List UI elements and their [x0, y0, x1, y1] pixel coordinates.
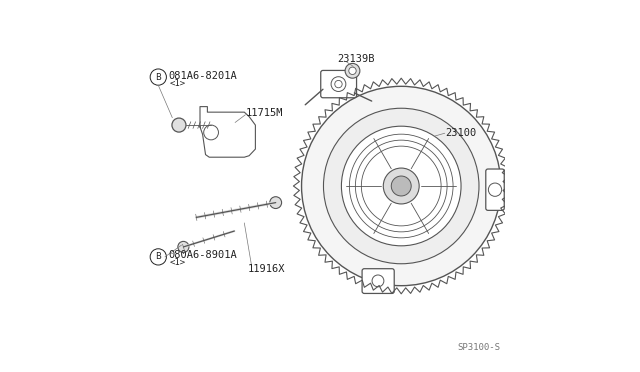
Text: 080A6-8901A: 080A6-8901A	[168, 250, 237, 260]
Circle shape	[335, 80, 342, 88]
Circle shape	[349, 67, 356, 74]
Text: <1>: <1>	[170, 79, 186, 88]
FancyBboxPatch shape	[486, 169, 504, 211]
Circle shape	[341, 126, 461, 246]
Circle shape	[270, 197, 282, 209]
Text: B: B	[156, 73, 161, 81]
Circle shape	[323, 108, 479, 264]
Text: 23139B: 23139B	[338, 54, 375, 64]
Circle shape	[204, 125, 218, 140]
Circle shape	[331, 77, 346, 92]
FancyBboxPatch shape	[362, 269, 394, 294]
FancyBboxPatch shape	[321, 70, 356, 98]
Circle shape	[372, 275, 384, 287]
Text: 11715M: 11715M	[245, 108, 283, 118]
Text: 23100: 23100	[445, 128, 477, 138]
Polygon shape	[200, 107, 255, 157]
Circle shape	[345, 63, 360, 78]
Circle shape	[172, 118, 186, 132]
Circle shape	[391, 176, 411, 196]
Circle shape	[301, 86, 501, 286]
Circle shape	[178, 241, 189, 253]
Circle shape	[150, 249, 166, 265]
Text: 11916X: 11916X	[248, 264, 285, 274]
Text: SP3100-S: SP3100-S	[458, 343, 500, 352]
Circle shape	[488, 183, 502, 196]
Text: <1>: <1>	[170, 258, 186, 267]
Text: B: B	[156, 252, 161, 262]
Circle shape	[383, 168, 419, 204]
Circle shape	[150, 69, 166, 85]
Text: 081A6-8201A: 081A6-8201A	[168, 71, 237, 81]
